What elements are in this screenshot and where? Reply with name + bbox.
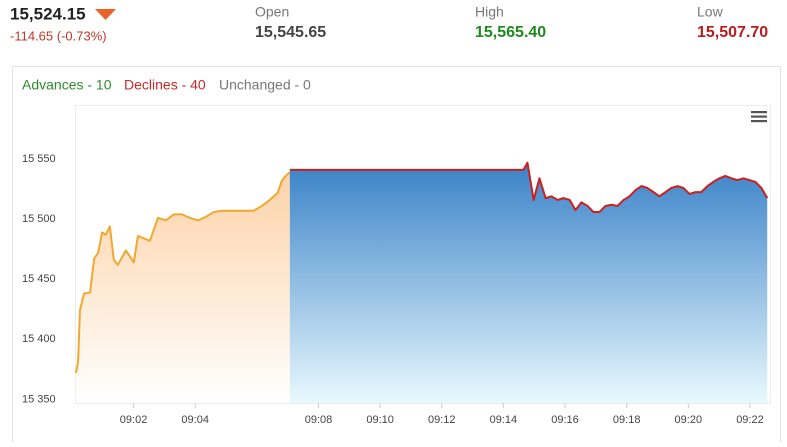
high-value: 15,565.40: [475, 24, 546, 41]
declines: Declines - 40: [124, 77, 206, 93]
x-tick-label: 09:12: [428, 414, 456, 426]
unchanged: Unchanged - 0: [219, 77, 311, 93]
menu-bar: [751, 111, 767, 114]
y-tick-label: 15 350: [22, 393, 56, 405]
area-fill: [289, 162, 768, 403]
x-tick-label: 09:02: [120, 414, 148, 426]
price-line: [289, 161, 769, 213]
x-tick-label: 09:14: [490, 414, 518, 426]
high-label: High: [475, 4, 504, 20]
y-tick-label: 15 500: [22, 213, 56, 225]
x-tick-label: 09:18: [613, 414, 641, 426]
area-fill: [75, 172, 290, 403]
low-label: Low: [697, 4, 724, 20]
x-tick-label: 09:10: [366, 414, 394, 426]
advances: Advances - 10: [22, 77, 112, 93]
last-price: 15,524.15: [10, 4, 86, 23]
low-value: 15,507.70: [697, 24, 768, 41]
y-tick-label: 15 550: [22, 153, 56, 165]
menu-bar: [751, 115, 767, 118]
x-tick-label: 09:22: [736, 414, 764, 426]
x-tick-label: 09:04: [181, 414, 209, 426]
menu-button[interactable]: [751, 111, 767, 123]
plot-frame: [75, 105, 771, 404]
menu-bar: [751, 120, 767, 123]
y-tick-label: 15 450: [22, 273, 56, 285]
price-line: [74, 171, 291, 374]
x-tick-label: 09:20: [675, 414, 703, 426]
y-tick-label: 15 400: [22, 333, 56, 345]
x-tick-label: 09:08: [305, 414, 333, 426]
price-change: -114.65 (-0.73%): [10, 28, 107, 43]
open-label: Open: [255, 4, 289, 20]
x-tick-label: 09:16: [551, 414, 579, 426]
open-value: 15,545.65: [255, 24, 326, 41]
down-arrow: [95, 9, 116, 20]
